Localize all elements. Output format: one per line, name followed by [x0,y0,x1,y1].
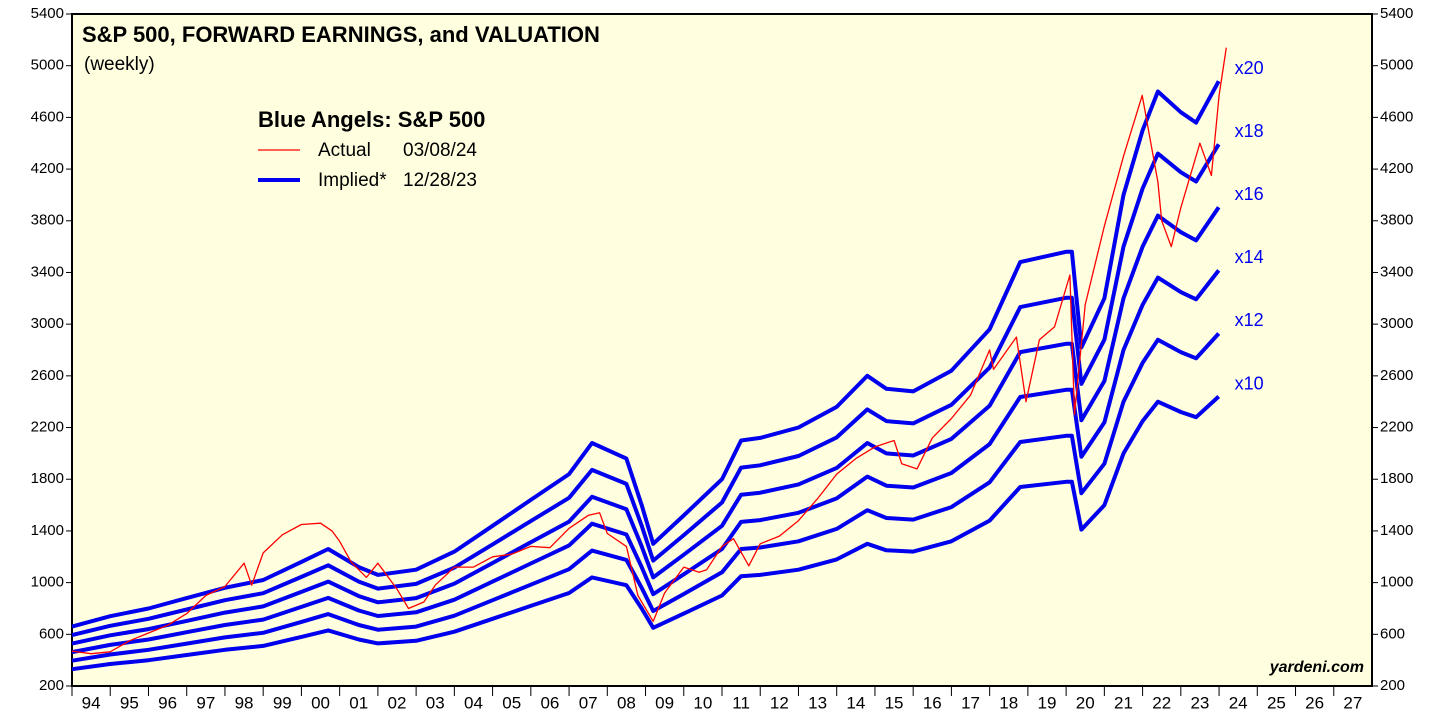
x-tick-label: 25 [1267,693,1286,712]
line-label: x20 [1235,58,1264,78]
legend-date: 03/08/24 [403,140,477,161]
x-tick-label: 04 [464,693,483,712]
chart-subtitle: (weekly) [84,54,155,75]
x-tick-label: 21 [1114,693,1133,712]
y-tick-label: 3400 [31,263,64,280]
implied-line [71,332,1221,663]
y2-tick-label: 4200 [1380,160,1413,177]
x-tick-label: 94 [82,693,101,712]
x-tick-label: 22 [1152,693,1171,712]
x-tick-label: 12 [770,693,789,712]
legend-title: Blue Angels: S&P 500 [258,107,485,132]
x-tick-label: 03 [426,693,445,712]
implied-line [71,206,1221,646]
x-tick-label: 01 [349,693,368,712]
y-tick-label: 1000 [31,574,64,591]
y2-tick-label: 1400 [1380,522,1413,539]
y-tick-label: 1400 [31,522,64,539]
x-tick-label: 24 [1229,693,1248,712]
y2-tick-label: 3000 [1380,315,1413,332]
legend-label: Implied* [318,170,387,191]
x-tick-label: 95 [120,693,139,712]
y2-tick-label: 3800 [1380,212,1413,229]
y2-tick-label: 5400 [1380,5,1413,22]
x-tick-label: 97 [196,693,215,712]
x-tick-label: 09 [655,693,674,712]
y-tick-label: 3000 [31,315,64,332]
x-tick-label: 16 [923,693,942,712]
x-tick-label: 02 [388,693,407,712]
y2-tick-label: 1800 [1380,470,1413,487]
implied-line [71,80,1221,629]
y2-tick-label: 600 [1380,625,1405,642]
x-tick-label: 23 [1190,693,1209,712]
y-tick-label: 4600 [31,108,64,125]
x-tick-label: 10 [693,693,712,712]
y2-tick-label: 1000 [1380,574,1413,591]
x-tick-label: 05 [502,693,521,712]
y-tick-label: 4200 [31,160,64,177]
x-tick-label: 06 [540,693,559,712]
actual-line [71,47,1227,655]
y2-tick-label: 2600 [1380,367,1413,384]
x-tick-label: 98 [235,693,254,712]
y-tick-label: 3800 [31,212,64,229]
x-tick-label: 99 [273,693,292,712]
y2-tick-label: 3400 [1380,263,1413,280]
line-label: x12 [1235,310,1264,330]
x-tick-label: 27 [1343,693,1362,712]
x-tick-label: 18 [999,693,1018,712]
x-tick-label: 08 [617,693,636,712]
y-tick-label: 200 [39,677,64,694]
y2-tick-label: 200 [1380,677,1405,694]
x-tick-label: 07 [579,693,598,712]
x-tick-label: 26 [1305,693,1324,712]
y-tick-label: 2600 [31,367,64,384]
x-tick-label: 17 [961,693,980,712]
y-tick-label: 600 [39,625,64,642]
x-tick-label: 20 [1076,693,1095,712]
line-label: x14 [1235,247,1264,267]
line-label: x10 [1235,373,1264,393]
line-label: x16 [1235,184,1264,204]
y-tick-label: 5400 [31,5,64,22]
implied-line [71,395,1221,672]
y-tick-label: 1800 [31,470,64,487]
x-tick-label: 15 [885,693,904,712]
x-tick-label: 19 [1038,693,1057,712]
y2-tick-label: 4600 [1380,108,1413,125]
y-tick-label: 2200 [31,419,64,436]
y2-tick-label: 5000 [1380,57,1413,74]
legend-label: Actual [318,140,371,161]
x-tick-label: 00 [311,693,330,712]
line-label: x18 [1235,121,1264,141]
x-tick-label: 14 [846,693,865,712]
chart-title: S&P 500, FORWARD EARNINGS, and VALUATION [82,22,600,47]
credit: yardeni.com [1269,659,1364,676]
y2-tick-label: 2200 [1380,419,1413,436]
implied-line [71,143,1221,638]
implied-line [71,269,1221,655]
x-tick-label: 96 [158,693,177,712]
x-tick-label: 11 [732,693,750,712]
legend-date: 12/28/23 [403,170,477,191]
y-tick-label: 5000 [31,57,64,74]
x-tick-label: 13 [808,693,827,712]
